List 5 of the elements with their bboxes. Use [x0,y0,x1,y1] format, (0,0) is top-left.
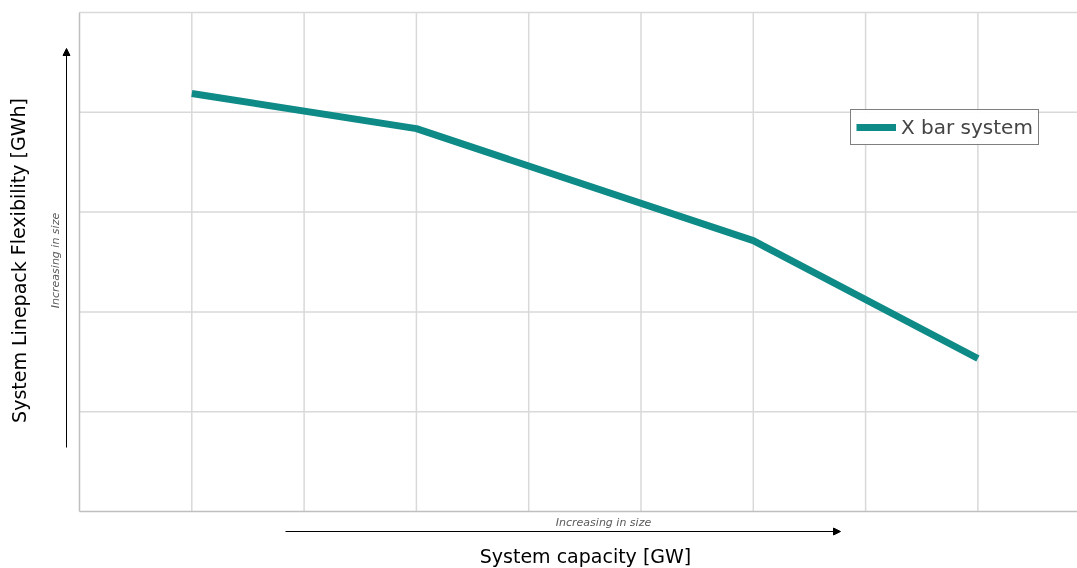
y-axis-title: System Linepack Flexibility [GWh] [7,98,30,423]
legend-label: X bar system [901,115,1033,139]
text: Increasing in size [49,212,62,309]
x-axis-title: System capacity [GW] [479,544,692,567]
text: Increasing in size [555,516,652,529]
